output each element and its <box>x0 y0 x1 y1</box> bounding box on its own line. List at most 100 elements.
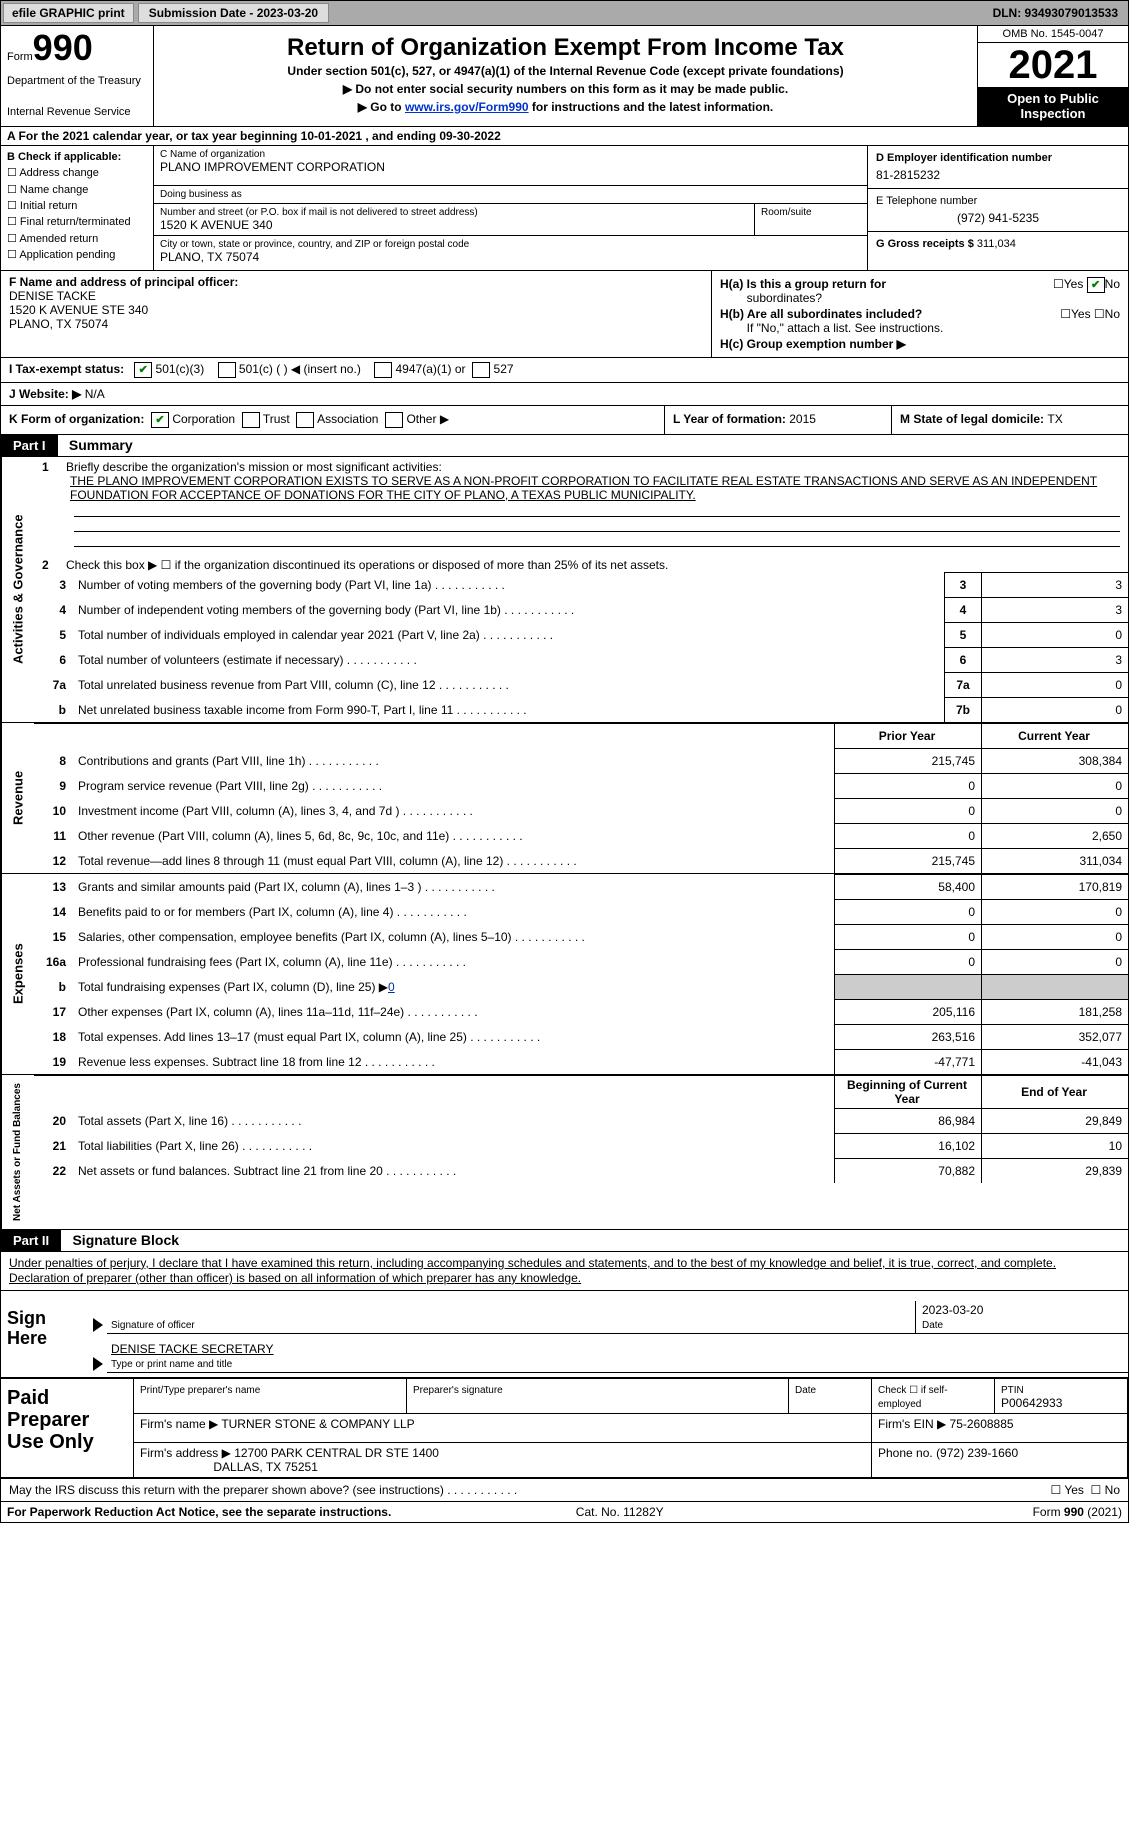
check-self[interactable]: Check ☐ if self-employed <box>878 1385 948 1410</box>
cb-address-change[interactable]: ☐ Address change <box>7 166 147 181</box>
l1b: THE PLANO IMPROVEMENT CORPORATION EXISTS… <box>70 474 1120 502</box>
chk-other[interactable] <box>385 412 403 428</box>
cb-initial-return[interactable]: ☐ Initial return <box>7 199 147 214</box>
header-left: Form990 Department of the Treasury Inter… <box>1 26 154 126</box>
header-right: OMB No. 1545-0047 2021 Open to Public In… <box>978 26 1128 126</box>
topbar: efile GRAPHIC print Submission Date - 20… <box>0 0 1129 26</box>
table-row: 17Other expenses (Part IX, column (A), l… <box>34 999 1128 1024</box>
f-lbl: F Name and address of principal officer: <box>9 275 238 289</box>
chk-501c[interactable] <box>218 362 236 378</box>
d-gross-lbl: G Gross receipts $ <box>876 238 977 250</box>
d-gross-val: 311,034 <box>977 238 1016 250</box>
table-header-row: Prior YearCurrent Year <box>34 723 1128 748</box>
h-b: H(b) Are all subordinates included? ☐Yes… <box>720 307 1120 335</box>
d-gross: G Gross receipts $ 311,034 <box>868 232 1128 270</box>
firm-ein-lbl: Firm's EIN ▶ <box>878 1417 950 1431</box>
k-trust: Trust <box>263 412 290 426</box>
form-title: Return of Organization Exempt From Incom… <box>160 34 971 62</box>
d-ein-val: 81-2815232 <box>876 168 1120 182</box>
h-c: H(c) Group exemption number ▶ <box>720 337 1120 351</box>
table-row: 20Total assets (Part X, line 16)86,98429… <box>34 1108 1128 1133</box>
form-word: Form <box>7 51 33 63</box>
table-row: 22Net assets or fund balances. Subtract … <box>34 1158 1128 1183</box>
rev-content: Prior YearCurrent Year8Contributions and… <box>34 723 1128 873</box>
ha-sub: subordinates? <box>747 291 822 305</box>
sig-officer-cell: Signature of officer <box>107 1302 915 1334</box>
sig-arrow2-icon <box>93 1357 103 1371</box>
sign-here-row: Sign Here Signature of officer 2023-03-2… <box>1 1290 1128 1377</box>
table-row: 3Number of voting members of the governi… <box>34 572 1128 597</box>
hb-yesno: ☐Yes ☐No <box>1060 307 1120 321</box>
table-row: 11Other revenue (Part VIII, column (A), … <box>34 823 1128 848</box>
penalties-text: Under penalties of perjury, I declare th… <box>1 1252 1128 1290</box>
discuss-yesno[interactable]: ☐ Yes ☐ No <box>1050 1483 1120 1497</box>
discuss-dots <box>447 1483 517 1497</box>
tax-year: 2021 <box>978 43 1128 88</box>
chk-4947[interactable] <box>374 362 392 378</box>
section-f: F Name and address of principal officer:… <box>1 271 712 357</box>
part1-hdr: Part I <box>1 435 58 456</box>
i-4947: 4947(a)(1) or <box>396 362 466 376</box>
table-row: 19Revenue less expenses. Subtract line 1… <box>34 1049 1128 1074</box>
sig-name-cell: DENISE TACKE SECRETARY Type or print nam… <box>107 1340 1128 1373</box>
prep-date-lbl: Date <box>795 1385 816 1396</box>
firm-ein: 75-2608885 <box>950 1417 1014 1431</box>
c-dba-lbl: Doing business as <box>160 189 861 200</box>
sig-officer-lbl: Signature of officer <box>111 1320 911 1331</box>
form-990-num: 990 <box>33 27 93 68</box>
omb-number: OMB No. 1545-0047 <box>978 26 1128 43</box>
goto-link-line: ▶ Go to www.irs.gov/Form990 for instruct… <box>160 100 971 114</box>
row-klm: K Form of organization: ✔ Corporation Tr… <box>0 406 1129 435</box>
firm-addr2: DALLAS, TX 75251 <box>213 1460 318 1474</box>
cb-app-pending[interactable]: ☐ Application pending <box>7 248 147 263</box>
footer: For Paperwork Reduction Act Notice, see … <box>0 1501 1129 1523</box>
chk-501c3[interactable]: ✔ <box>134 362 152 378</box>
ptin-val: P00642933 <box>1001 1396 1062 1410</box>
form990-link[interactable]: www.irs.gov/Form990 <box>405 100 529 114</box>
sig-officer-line: Signature of officer 2023-03-20 Date <box>93 1301 1128 1334</box>
c-name: C Name of organization PLANO IMPROVEMENT… <box>154 146 867 186</box>
j-lbl: J Website: ▶ <box>9 387 81 401</box>
chk-trust[interactable] <box>242 412 260 428</box>
k-other: Other ▶ <box>406 412 449 426</box>
dln: DLN: 93493079013533 <box>993 6 1128 20</box>
table-header-row: Beginning of Current YearEnd of Year <box>34 1075 1128 1108</box>
discuss-row: May the IRS discuss this return with the… <box>1 1479 1128 1501</box>
table-row: 4Number of independent voting members of… <box>34 597 1128 622</box>
section-k: K Form of organization: ✔ Corporation Tr… <box>1 406 664 434</box>
table-row: 8Contributions and grants (Part VIII, li… <box>34 748 1128 773</box>
footer-mid: Cat. No. 11282Y <box>576 1505 664 1519</box>
chk-corp[interactable]: ✔ <box>151 412 169 428</box>
chk-527[interactable] <box>472 362 490 378</box>
l-lbl: L Year of formation: <box>673 412 789 426</box>
bcd-block: B Check if applicable: ☐ Address change … <box>0 146 1129 271</box>
cb-name-change[interactable]: ☐ Name change <box>7 183 147 198</box>
c-street-val: 1520 K AVENUE 340 <box>160 218 748 232</box>
sign-here-label: Sign Here <box>1 1291 93 1377</box>
table-row: 12Total revenue—add lines 8 through 11 (… <box>34 848 1128 873</box>
exp-content: 13Grants and similar amounts paid (Part … <box>34 874 1128 1074</box>
table-row: bTotal fundraising expenses (Part IX, co… <box>34 974 1128 999</box>
firm-name: TURNER STONE & COMPANY LLP <box>221 1417 414 1431</box>
efile-print-button[interactable]: efile GRAPHIC print <box>3 3 134 23</box>
sig-name-val: DENISE TACKE SECRETARY <box>111 1342 274 1356</box>
paid-prep-label: Paid Preparer Use Only <box>1 1378 133 1478</box>
part1-header-row: Part I Summary <box>0 435 1129 457</box>
cb-amended[interactable]: ☐ Amended return <box>7 232 147 247</box>
sig-date-val: 2023-03-20 <box>922 1303 983 1317</box>
d-ein-lbl: D Employer identification number <box>876 152 1052 164</box>
c-room-lbl: Room/suite <box>761 207 861 218</box>
signature-block: Under penalties of perjury, I declare th… <box>0 1252 1129 1501</box>
preparer-table: Print/Type preparer's name Preparer's si… <box>133 1378 1128 1478</box>
d-ein: D Employer identification number 81-2815… <box>868 146 1128 189</box>
header-mid: Return of Organization Exempt From Incom… <box>154 26 978 126</box>
cb-final-return[interactable]: ☐ Final return/terminated <box>7 215 147 230</box>
discuss-text: May the IRS discuss this return with the… <box>9 1483 444 1497</box>
table-row: 16aProfessional fundraising fees (Part I… <box>34 949 1128 974</box>
section-m: M State of legal domicile: TX <box>891 406 1128 434</box>
line1: 1Briefly describe the organization's mis… <box>34 457 1128 502</box>
table-row: 6Total number of volunteers (estimate if… <box>34 647 1128 672</box>
i-527: 527 <box>494 362 514 376</box>
chk-assoc[interactable] <box>296 412 314 428</box>
hb-sub: If "No," attach a list. See instructions… <box>747 321 944 335</box>
